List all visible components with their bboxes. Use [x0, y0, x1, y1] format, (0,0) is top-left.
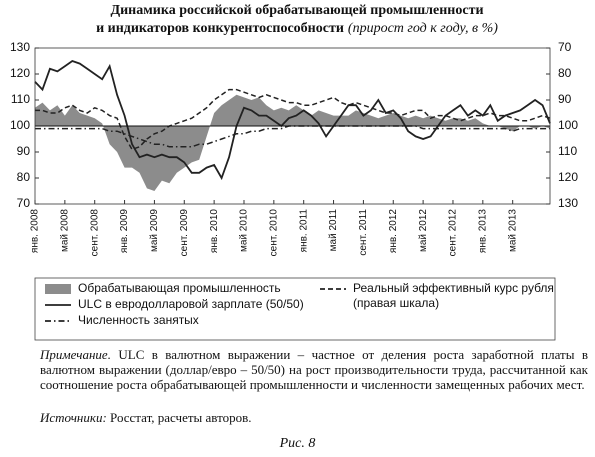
x-tick-label: май 2010 — [239, 209, 250, 252]
x-tick-label: сент. 2008 — [89, 209, 100, 257]
x-tick-label: сент. 2010 — [268, 209, 279, 257]
y2-tick-label: 120 — [558, 170, 578, 184]
chart-title-line: и индикаторов конкурентоспособности (прир… — [96, 21, 498, 36]
chart-subtitle: (прирост год к году, в %) — [348, 21, 498, 36]
y-tick-label: 80 — [17, 170, 31, 184]
note-label: Примечание. — [40, 347, 111, 362]
y-tick-label: 130 — [10, 40, 30, 54]
chart-title: Динамика российской обрабатывающей промы… — [110, 3, 483, 18]
figure-caption: Рис. 8 — [279, 436, 316, 451]
note: Примечание. ULC в валютном выражении – ч… — [40, 347, 588, 392]
y2-tick-label: 70 — [558, 40, 572, 54]
x-tick-label: май 2011 — [328, 209, 339, 252]
legend-box — [34, 277, 556, 341]
x-tick-label: май 2009 — [149, 209, 160, 252]
legend-label: ULC в евродолларовой зарплате (50/50) — [78, 297, 304, 311]
x-tick-label: янв. 2010 — [209, 209, 220, 253]
y2-tick-label: 130 — [558, 196, 578, 210]
y-tick-label: 90 — [17, 144, 31, 158]
sources: Источники: Росстат, расчеты авторов. — [40, 410, 588, 425]
legend-label: Численность занятых — [78, 313, 199, 327]
y-tick-label: 70 — [17, 196, 31, 210]
line — [35, 125, 550, 148]
y2-tick-label: 100 — [558, 118, 578, 132]
y2-tick-label: 110 — [558, 144, 577, 158]
note-text: ULC в валютном выражении – частное от де… — [40, 347, 588, 392]
legend-swatch — [45, 284, 71, 294]
x-tick-label: сент. 2011 — [358, 209, 369, 256]
plot-frame — [34, 47, 551, 205]
legend-label-note: (правая шкала) — [353, 296, 439, 310]
x-tick-label: май 2012 — [418, 209, 429, 252]
chart-title-2: и индикаторов конкурентоспособности — [96, 21, 344, 36]
x-tick-label: сент. 2012 — [448, 209, 459, 257]
x-tick-label: май 2013 — [507, 209, 518, 252]
y-tick-label: 110 — [11, 92, 30, 106]
x-tick-label: янв. 2009 — [119, 209, 130, 253]
y-tick-label: 120 — [10, 66, 30, 80]
y2-tick-label: 90 — [558, 92, 572, 106]
x-tick-label: янв. 2008 — [30, 209, 41, 253]
area — [35, 94, 550, 191]
chart: Динамика российской обрабатывающей промы… — [10, 3, 578, 341]
x-tick-label: янв. 2013 — [477, 209, 488, 253]
sources-text: Росстат, расчеты авторов. — [110, 410, 252, 425]
sources-label: Источники: — [40, 410, 107, 425]
legend-label: Обрабатывающая промышленность — [78, 281, 281, 295]
x-tick-label: сент. 2009 — [179, 209, 190, 257]
line — [35, 88, 551, 151]
x-tick-label: май 2008 — [59, 209, 70, 252]
legend-label: Реальный эффективный курс рубля — [353, 281, 554, 295]
line — [34, 59, 551, 181]
x-tick-label: янв. 2012 — [388, 209, 399, 253]
y2-tick-label: 80 — [558, 66, 572, 80]
x-tick-label: янв. 2011 — [298, 209, 309, 253]
y-tick-label: 100 — [10, 118, 30, 132]
